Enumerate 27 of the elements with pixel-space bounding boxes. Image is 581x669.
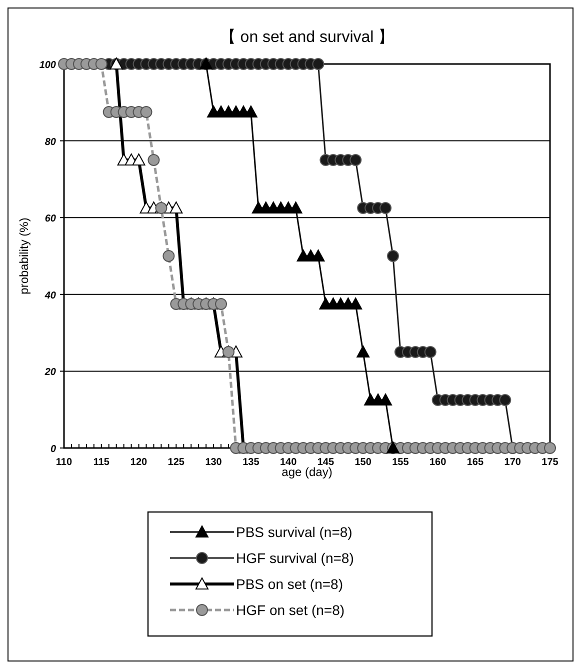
chart-title: 【 on set and survival 】 [220,28,394,46]
x-tick-label: 110 [56,457,72,468]
legend-label: PBS on set (n=8) [236,576,344,592]
y-tick-label: 80 [44,136,56,148]
x-tick-label: 115 [93,457,110,468]
y-tick-label: 60 [44,214,56,225]
x-tick-label: 140 [280,457,298,468]
y-tick-label: 40 [44,290,56,302]
x-tick-label: 120 [130,457,148,468]
y-tick-label: 20 [44,367,56,378]
x-tick-label: 170 [504,457,522,468]
x-tick-label: 135 [242,457,260,468]
x-axis-title: age (day) [282,465,332,479]
x-tick-label: 145 [317,457,334,468]
legend-label: HGF survival (n=8) [236,550,354,566]
y-tick-label: 0 [50,444,56,455]
y-tick-label: 100 [39,60,56,71]
y-axis-title: probability (%) [17,218,31,294]
x-tick-label: 165 [466,457,484,468]
x-tick-label: 160 [430,457,447,468]
x-tick-label: 150 [354,457,372,468]
legend-label: HGF on set (n=8) [236,602,345,618]
x-tick-label: 130 [205,457,222,468]
legend-label: PBS survival (n=8) [236,524,352,540]
x-tick-label: 125 [168,457,185,468]
x-tick-label: 175 [542,457,559,468]
x-tick-label: 155 [392,457,410,468]
